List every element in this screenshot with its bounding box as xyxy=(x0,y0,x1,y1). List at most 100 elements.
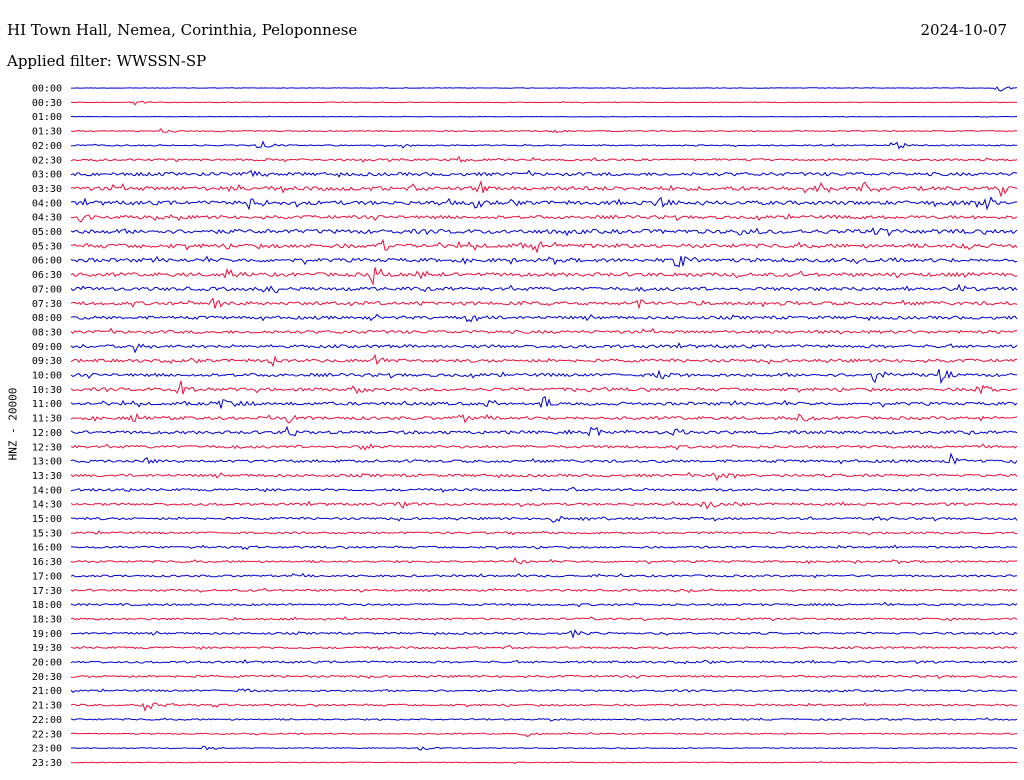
row-time-label: 14:00 xyxy=(32,485,62,496)
seismic-trace-1700 xyxy=(70,573,1018,579)
date-label: 2024-10-07 xyxy=(920,21,1007,39)
row-time-label: 18:30 xyxy=(32,614,62,625)
seismic-trace-0930 xyxy=(70,353,1018,368)
row-time-label: 02:30 xyxy=(32,155,62,166)
row-time-label: 03:30 xyxy=(32,184,62,195)
row-time-label: 01:30 xyxy=(32,127,62,138)
seismic-trace-1330 xyxy=(70,471,1018,482)
row-time-label: 16:00 xyxy=(32,543,62,554)
row-time-label: 23:30 xyxy=(32,758,62,769)
seismic-trace-0800 xyxy=(70,313,1018,323)
row-time-label: 09:30 xyxy=(32,356,62,367)
seismic-trace-1000 xyxy=(70,369,1018,385)
row-time-label: 17:30 xyxy=(32,586,62,597)
seismic-trace-1430 xyxy=(70,500,1018,510)
row-time-label: 12:30 xyxy=(32,442,62,453)
seismic-trace-0000 xyxy=(71,86,1018,92)
row-time-label: 01:00 xyxy=(32,112,62,123)
seismic-trace-1800 xyxy=(70,601,1018,608)
seismic-trace-1100 xyxy=(70,395,1018,409)
row-time-label: 06:00 xyxy=(32,256,62,267)
seismic-trace-0600 xyxy=(70,255,1018,268)
station-title: HI Town Hall, Nemea, Corinthia, Peloponn… xyxy=(7,21,358,39)
row-time-label: 04:00 xyxy=(32,198,62,209)
seismic-trace-1830 xyxy=(70,616,1018,622)
seismic-trace-2030 xyxy=(71,674,1018,680)
row-time-label: 20:30 xyxy=(32,672,62,683)
row-time-label: 22:30 xyxy=(32,729,62,740)
row-time-label: 06:30 xyxy=(32,270,62,281)
row-time-label: 07:30 xyxy=(32,299,62,310)
seismic-trace-0230 xyxy=(70,155,1018,163)
row-time-label: 00:30 xyxy=(32,98,62,109)
seismic-trace-1730 xyxy=(70,587,1018,594)
seismic-trace-1930 xyxy=(70,644,1018,651)
row-time-label: 16:30 xyxy=(32,557,62,568)
seismic-trace-2200 xyxy=(70,717,1018,722)
row-time-label: 02:00 xyxy=(32,141,62,152)
row-time-label: 12:00 xyxy=(32,428,62,439)
row-time-label: 05:30 xyxy=(32,241,62,252)
row-time-label: 13:00 xyxy=(32,457,62,468)
filter-label: Applied filter: WWSSN-SP xyxy=(7,52,207,70)
seismic-trace-0330 xyxy=(70,179,1018,198)
row-time-label: 15:30 xyxy=(32,528,62,539)
seismic-trace-2230 xyxy=(70,731,1018,737)
seismic-trace-0730 xyxy=(70,297,1018,310)
seismic-trace-1530 xyxy=(70,530,1018,536)
row-time-label: 18:00 xyxy=(32,600,62,611)
row-time-label: 03:00 xyxy=(32,170,62,181)
row-time-label: 20:00 xyxy=(32,658,62,669)
seismic-trace-0030 xyxy=(70,100,1018,106)
seismic-trace-1500 xyxy=(70,515,1018,523)
row-time-label: 08:30 xyxy=(32,327,62,338)
seismic-trace-0400 xyxy=(70,196,1018,211)
seismic-trace-1600 xyxy=(70,544,1018,551)
row-time-label: 11:00 xyxy=(32,399,62,410)
seismic-trace-0200 xyxy=(70,140,1018,150)
row-time-label: 10:30 xyxy=(32,385,62,396)
seismic-trace-1230 xyxy=(70,443,1018,451)
row-time-label: 11:30 xyxy=(32,414,62,425)
row-time-label: 15:00 xyxy=(32,514,62,525)
seismic-trace-1630 xyxy=(70,556,1018,565)
seismic-trace-2300 xyxy=(70,745,1018,751)
row-time-label: 04:30 xyxy=(32,213,62,224)
seismic-trace-1900 xyxy=(70,628,1018,639)
row-time-label: 13:30 xyxy=(32,471,62,482)
seismic-trace-0100 xyxy=(71,115,1018,118)
row-time-label: 10:00 xyxy=(32,371,62,382)
row-time-label: 08:00 xyxy=(32,313,62,324)
seismic-trace-0830 xyxy=(70,327,1018,335)
seismic-trace-0300 xyxy=(70,169,1018,178)
seismic-trace-2130 xyxy=(70,702,1018,713)
seismic-trace-1300 xyxy=(70,452,1018,465)
seismic-trace-1030 xyxy=(70,380,1018,395)
seismic-trace-0430 xyxy=(70,213,1018,223)
row-time-label: 23:00 xyxy=(32,744,62,755)
seismic-trace-0530 xyxy=(71,238,1018,254)
seismic-trace-0700 xyxy=(70,283,1018,294)
row-time-label: 21:00 xyxy=(32,686,62,697)
seismic-trace-1400 xyxy=(70,486,1018,493)
seismic-trace-0500 xyxy=(70,227,1018,237)
seismic-trace-2000 xyxy=(70,658,1018,665)
row-time-label: 17:00 xyxy=(32,571,62,582)
row-time-label: 09:00 xyxy=(32,342,62,353)
seismic-trace-0130 xyxy=(70,127,1018,134)
row-time-label: 19:30 xyxy=(32,643,62,654)
row-time-label: 22:00 xyxy=(32,715,62,726)
row-time-label: 00:00 xyxy=(32,84,62,95)
seismic-trace-1130 xyxy=(70,412,1018,424)
seismic-trace-0630 xyxy=(70,267,1018,286)
row-time-label: 05:00 xyxy=(32,227,62,238)
seismic-trace-2330 xyxy=(70,761,1017,764)
seismic-trace-2100 xyxy=(70,688,1018,694)
row-time-label: 14:30 xyxy=(32,500,62,511)
row-time-label: 07:00 xyxy=(32,284,62,295)
row-time-label: 19:00 xyxy=(32,629,62,640)
seismic-trace-1200 xyxy=(70,425,1018,437)
row-time-label: 21:30 xyxy=(32,701,62,712)
seismic-trace-0900 xyxy=(70,341,1018,354)
